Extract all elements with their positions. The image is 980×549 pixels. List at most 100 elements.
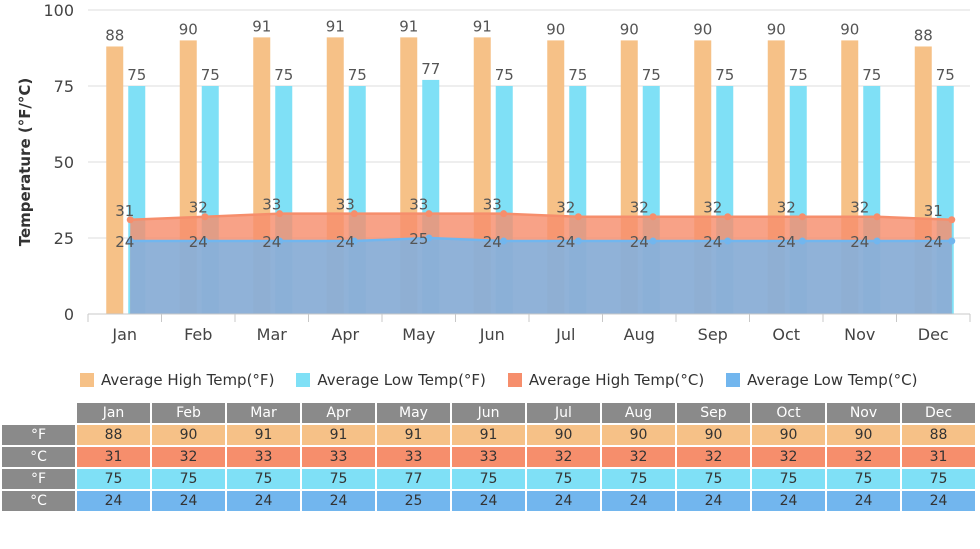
table-cell: 75 — [902, 469, 975, 489]
x-tick-label: Apr — [331, 325, 359, 344]
data-label: 24 — [336, 233, 355, 251]
x-tick-label: Aug — [624, 325, 655, 344]
data-label: 75 — [127, 66, 146, 84]
area-point — [724, 237, 732, 245]
table-header-cell: Aug — [602, 403, 675, 423]
table-cell: 33 — [227, 447, 300, 467]
x-tick-label: May — [402, 325, 435, 344]
data-label: 32 — [777, 199, 796, 217]
table-row-label: °C — [2, 447, 75, 467]
legend-swatch — [296, 373, 311, 387]
x-tick-label: Jun — [479, 325, 505, 344]
table-cell: 75 — [677, 469, 750, 489]
table-header-cell: Sep — [677, 403, 750, 423]
data-label: 88 — [914, 26, 933, 44]
area-series — [130, 212, 952, 314]
y-tick-label: 0 — [64, 305, 74, 324]
data-label: 91 — [399, 17, 418, 35]
table-row-label: °C — [2, 491, 75, 511]
data-label: 75 — [789, 66, 808, 84]
table-cell: 91 — [302, 425, 375, 445]
data-labels: 88 90 91 91 91 91 90 90 90 90 90 88 75 75 75 75 77 75 75 75… — [105, 17, 955, 251]
table-cell: 24 — [527, 491, 600, 511]
table-cell: 91 — [452, 425, 525, 445]
data-label: 91 — [473, 17, 492, 35]
data-label: 33 — [483, 196, 502, 214]
data-label: 77 — [421, 60, 440, 78]
temperature-chart: 88 90 91 91 91 91 90 90 90 90 90 88 75 75 75 75 77 75 75 75… — [16, 1, 971, 344]
data-label: 75 — [348, 66, 367, 84]
table-cell: 32 — [152, 447, 225, 467]
table-cell: 24 — [902, 491, 975, 511]
data-label: 75 — [642, 66, 661, 84]
area-point — [500, 237, 508, 245]
area-point — [649, 237, 657, 245]
legend-item[interactable]: Average Low Temp(°F) — [296, 371, 486, 389]
table-cell: 24 — [302, 491, 375, 511]
table-header-cell: Apr — [302, 403, 375, 423]
data-label: 32 — [703, 199, 722, 217]
table-cell: 91 — [377, 425, 450, 445]
x-tick-label: Jul — [555, 325, 575, 344]
table-header-cell: Dec — [902, 403, 975, 423]
area-point — [574, 213, 582, 221]
area-point — [798, 213, 806, 221]
table-cell: 91 — [227, 425, 300, 445]
legend-item[interactable]: Average High Temp(°C) — [507, 371, 705, 389]
x-tick-label: Feb — [184, 325, 212, 344]
legend-label: Average Low Temp(°F) — [317, 371, 486, 389]
table-cell: 24 — [227, 491, 300, 511]
legend-swatch — [80, 373, 94, 387]
table-cell: 33 — [377, 447, 450, 467]
data-label: 24 — [777, 233, 796, 251]
data-label: 24 — [189, 233, 208, 251]
legend-label: Average High Temp(°F) — [101, 371, 275, 389]
table-corner — [2, 403, 75, 423]
legend-label: Average High Temp(°C) — [528, 371, 705, 389]
area-point — [948, 216, 956, 224]
table-cell: 77 — [377, 469, 450, 489]
area-point — [276, 210, 284, 218]
table-cell: 24 — [752, 491, 825, 511]
area-point — [948, 237, 956, 245]
table-cell: 90 — [752, 425, 825, 445]
table-cell: 24 — [827, 491, 900, 511]
legend-item[interactable]: Average High Temp(°F) — [80, 371, 274, 389]
data-label: 33 — [336, 196, 355, 214]
x-tick-label: Sep — [698, 325, 728, 344]
legend-swatch — [507, 373, 522, 387]
table-header-cell: Oct — [752, 403, 825, 423]
bar — [106, 46, 124, 314]
legend-item[interactable]: Average Low Temp(°C) — [726, 371, 918, 389]
data-label: 24 — [483, 233, 502, 251]
table-cell: 90 — [827, 425, 900, 445]
table-cell: 75 — [752, 469, 825, 489]
data-label: 33 — [262, 196, 281, 214]
axes: 0 25 50 75 100 Jan Feb Mar Apr May Jun Jul Aug Sep Oct… — [43, 1, 971, 344]
table-header-cell: May — [377, 403, 450, 423]
data-label: 75 — [495, 66, 514, 84]
data-label: 24 — [703, 233, 722, 251]
area-point — [798, 237, 806, 245]
table-cell: 90 — [677, 425, 750, 445]
data-label: 24 — [630, 233, 649, 251]
data-label: 90 — [767, 20, 786, 38]
y-tick-label: 75 — [54, 77, 74, 96]
area-point — [500, 210, 508, 218]
legend-label: Average Low Temp(°C) — [747, 371, 918, 389]
table-row: °C 31 32 33 33 33 33 32 32 32 32 32 31 — [2, 447, 975, 467]
table-cell: 33 — [302, 447, 375, 467]
data-label: 90 — [179, 20, 198, 38]
legend: Average High Temp(°F) Average Low Temp(°F… — [80, 369, 940, 391]
x-tick-label: Mar — [257, 325, 288, 344]
table-cell: 24 — [452, 491, 525, 511]
area-point — [201, 213, 209, 221]
data-label: 24 — [115, 233, 134, 251]
data-label: 75 — [568, 66, 587, 84]
table-cell: 75 — [827, 469, 900, 489]
data-label: 75 — [274, 66, 293, 84]
table-row-label: °F — [2, 469, 75, 489]
table-cell: 24 — [677, 491, 750, 511]
area-point — [873, 213, 881, 221]
data-label: 32 — [189, 199, 208, 217]
